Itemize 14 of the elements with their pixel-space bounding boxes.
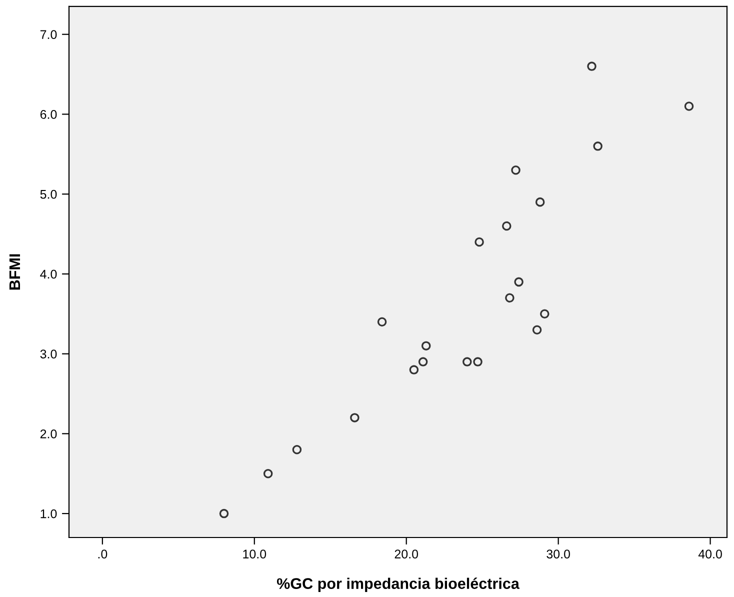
y-axis-title: BFMI xyxy=(9,254,20,290)
y-tick-label: 1.0 xyxy=(40,509,57,518)
x-tick-label: 40.0 xyxy=(698,550,722,558)
y-tick-label: 6.0 xyxy=(40,110,57,119)
x-tick-label: .0 xyxy=(98,550,108,558)
x-axis-title: %GC por impedancia bioeléctrica xyxy=(276,578,520,592)
y-tick-label: 7.0 xyxy=(40,30,57,40)
y-tick-label: 3.0 xyxy=(40,350,57,358)
y-tick-label: 5.0 xyxy=(40,190,57,199)
x-tick-label: 20.0 xyxy=(394,550,418,558)
y-tick-label: 4.0 xyxy=(40,270,57,279)
x-tick-label: 30.0 xyxy=(546,550,570,558)
y-tick-label: 2.0 xyxy=(40,429,57,438)
x-tick-label: 10.0 xyxy=(243,550,266,558)
